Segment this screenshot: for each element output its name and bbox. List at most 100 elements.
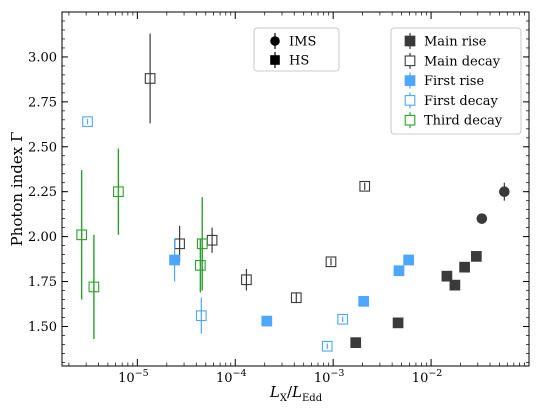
series-main-rise <box>350 182 510 348</box>
data-point <box>82 116 93 127</box>
marker-circle <box>499 186 510 197</box>
marker-square <box>169 254 180 266</box>
marker-square <box>337 313 349 325</box>
x-tick-label: 10−4 <box>216 368 247 386</box>
state-legend-entry: HS <box>270 52 309 69</box>
marker-square <box>195 260 206 271</box>
marker-square <box>321 340 333 352</box>
data-point <box>195 238 206 293</box>
data-point <box>476 213 488 224</box>
series-layer <box>76 33 510 352</box>
marker-square <box>403 254 415 266</box>
x-tick-label: 10−5 <box>118 368 149 386</box>
series-first-rise <box>169 238 415 327</box>
marker-square <box>393 265 405 277</box>
data-point <box>196 197 208 291</box>
marker-square <box>392 317 404 329</box>
y-tick-label: 1.75 <box>28 275 57 290</box>
legend-marker <box>404 55 416 67</box>
data-point <box>403 254 415 266</box>
legend-marker <box>404 75 416 86</box>
data-point <box>169 238 180 282</box>
data-point <box>195 297 207 334</box>
marker-square <box>261 315 273 327</box>
x-axis-label: LX/LEdd <box>269 383 323 404</box>
series-legend-entry: First rise <box>404 72 484 89</box>
marker-square <box>241 274 252 286</box>
data-point <box>241 268 252 291</box>
marker-square <box>113 186 124 198</box>
y-axis-label: Photon index Γ <box>8 132 26 247</box>
state-legend-label: HS <box>289 54 309 69</box>
y-tick-label: 1.50 <box>28 320 57 335</box>
data-point <box>337 313 349 325</box>
series-legend-label: First decay <box>424 94 498 109</box>
series-legend-label: Main rise <box>424 35 487 50</box>
marker-square <box>359 180 371 192</box>
series-legend-label: Main decay <box>424 54 501 69</box>
x-tick-label: 10−2 <box>412 368 443 386</box>
marker-square <box>459 261 470 273</box>
data-point <box>261 315 273 327</box>
data-point <box>392 317 404 329</box>
legend-marker-square <box>270 55 280 65</box>
marker-square <box>196 238 208 250</box>
series-legend-label: Third decay <box>424 114 503 129</box>
legend-marker <box>404 35 416 47</box>
y-tick-label: 2.50 <box>28 140 57 155</box>
data-point <box>290 292 302 304</box>
state-legend-label: IMS <box>289 35 316 50</box>
data-point <box>358 295 370 307</box>
data-point <box>113 148 124 235</box>
x-tick-label: 10−3 <box>314 368 345 386</box>
marker-circle <box>476 213 488 224</box>
series-legend: Main rise Main decay First rise First decay… <box>390 27 522 135</box>
legend-marker <box>404 114 416 126</box>
marker-square <box>471 251 482 262</box>
y-tick-label: 2.75 <box>28 95 57 110</box>
data-point <box>393 265 405 277</box>
data-point <box>471 251 482 262</box>
marker-square <box>76 229 88 241</box>
marker-square <box>195 310 207 322</box>
series-first-decay <box>82 116 349 352</box>
data-point <box>359 180 371 192</box>
marker-square <box>441 270 453 282</box>
legend-marker-circle <box>270 36 280 46</box>
data-point <box>499 182 510 201</box>
series-legend-entry: First decay <box>404 92 498 109</box>
series-legend-entry: Main rise <box>404 33 487 50</box>
y-tick-label: 3.00 <box>28 50 57 65</box>
series-legend-entry: Main decay <box>404 52 501 69</box>
data-point <box>449 279 461 291</box>
legend-marker <box>404 95 416 106</box>
state-legend: IMS HS <box>253 27 340 72</box>
marker-square <box>290 292 302 304</box>
series-legend-frame <box>390 27 522 135</box>
series-legend-label: First rise <box>424 74 484 89</box>
data-point <box>321 340 333 352</box>
data-point <box>459 261 470 273</box>
data-point <box>144 33 156 124</box>
series-main-decay <box>144 33 371 304</box>
data-point <box>325 256 337 268</box>
state-legend-entry: IMS <box>270 33 316 50</box>
data-point <box>350 337 362 348</box>
marker-square <box>449 279 461 291</box>
marker-square <box>144 73 156 84</box>
x-axis: 10−5 10−4 10−3 10−2 <box>68 12 525 386</box>
data-point <box>441 270 453 282</box>
series-third-decay <box>76 148 208 340</box>
data-point <box>76 170 88 300</box>
data-point <box>88 234 100 340</box>
marker-square <box>82 116 93 127</box>
series-legend-entry: Third decay <box>404 112 503 129</box>
y-tick-label: 2.00 <box>28 230 57 245</box>
y-axis: 1.50 1.75 2.00 2.25 2.50 2.75 3.00 <box>28 11 529 363</box>
marker-square <box>350 337 362 348</box>
marker-square <box>88 281 100 293</box>
marker-square <box>358 295 370 307</box>
y-tick-label: 2.25 <box>28 185 57 200</box>
marker-square <box>325 256 337 268</box>
